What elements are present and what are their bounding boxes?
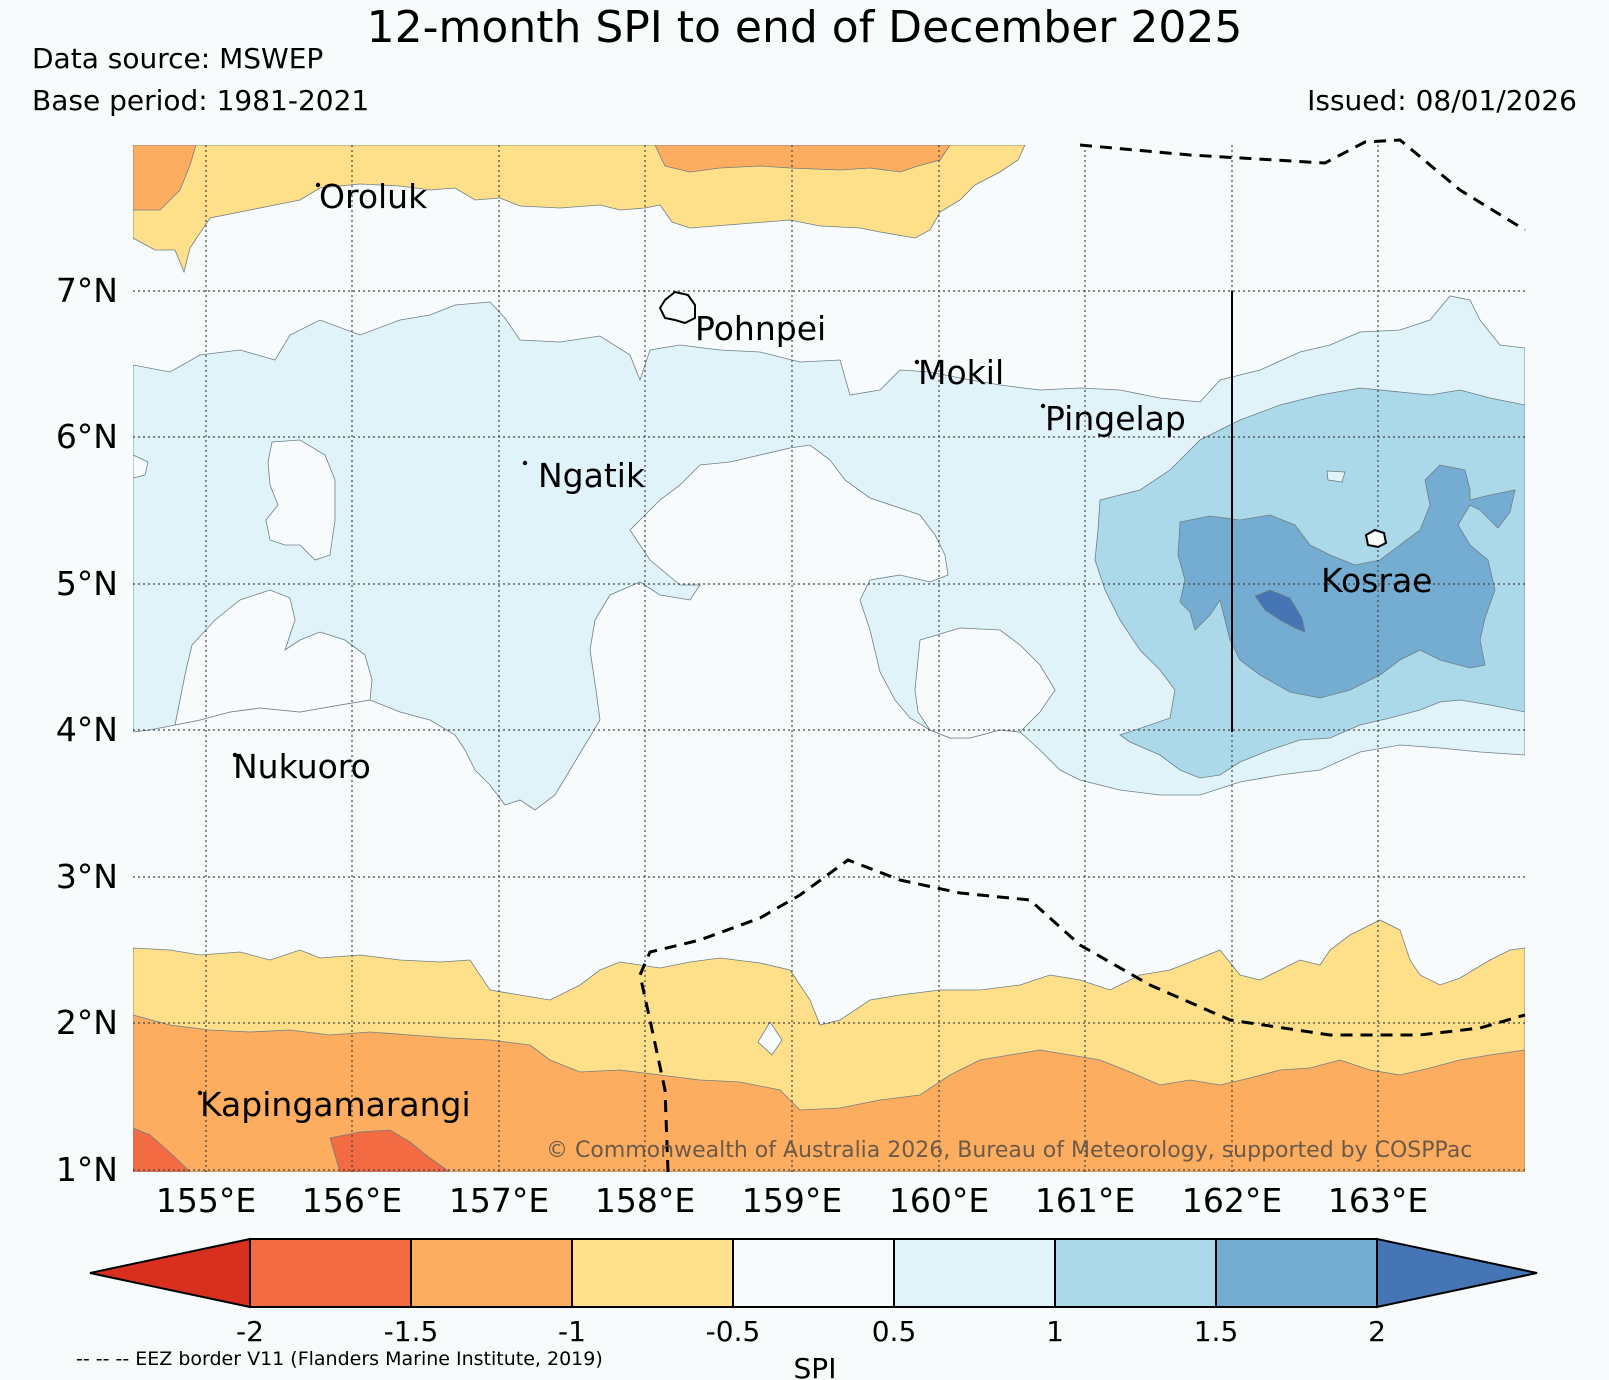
- lat-label-5n: 5°N: [55, 564, 118, 603]
- colorbar-extend-high: [1376, 1237, 1538, 1309]
- spi-dry-patch-north-1: [133, 145, 197, 211]
- lon-label-161e: 161°E: [1034, 1181, 1136, 1220]
- spi-severely-dry-patch-2: [329, 1129, 451, 1172]
- pohnpei-island-outline: [658, 290, 696, 325]
- place-label-ngatik: Ngatik: [538, 456, 646, 495]
- oroluk-marker: [315, 182, 321, 188]
- place-label-kapingamarangi: Kapingamarangi: [200, 1085, 471, 1124]
- colorbar-tick-m1: -1: [558, 1315, 586, 1348]
- lon-label-163e: 163°E: [1327, 1181, 1429, 1220]
- colorbar-tick-05: 0.5: [871, 1315, 917, 1348]
- colorbar-box-6: [1054, 1238, 1217, 1308]
- graticule: [133, 145, 1525, 1172]
- place-label-pingelap: Pingelap: [1045, 399, 1186, 438]
- spi-neutral-patch-center: [914, 627, 1056, 739]
- colorbar-extend-low: [89, 1237, 251, 1309]
- spi-moderately-dry-band: [133, 1014, 1525, 1172]
- lon-label-156e: 156°E: [301, 1181, 403, 1220]
- colorbar-box-3: [571, 1238, 734, 1308]
- lat-label-4n: 4°N: [55, 710, 118, 749]
- colorbar: [89, 1237, 1538, 1309]
- colorbar-tick-m2: -2: [236, 1315, 264, 1348]
- colorbar-box-7: [1215, 1238, 1378, 1308]
- kapingamarangi-marker: [197, 1090, 203, 1096]
- data-source-label: Data source: MSWEP: [32, 42, 324, 75]
- eez-border-north: [1079, 138, 1526, 232]
- lat-label-2n: 2°N: [55, 1003, 118, 1042]
- colorbar-tick-1: 1: [1046, 1315, 1064, 1348]
- colorbar-box-1: [249, 1238, 412, 1308]
- spi-extremely-wet-region: [1254, 589, 1306, 633]
- kosrae-island-outline: [1364, 528, 1388, 549]
- pingelap-marker: [1040, 403, 1046, 409]
- spi-neutral-islet-south: [757, 1021, 783, 1056]
- place-label-pohnpei: Pohnpei: [695, 309, 827, 348]
- page-title: 12-month SPI to end of December 2025: [366, 2, 1243, 53]
- copyright-notice: © Commonwealth of Australia 2026, Bureau…: [546, 1138, 1473, 1163]
- colorbar-box-4: [732, 1238, 895, 1308]
- place-label-oroluk: Oroluk: [319, 177, 428, 216]
- place-label-mokil: Mokil: [918, 353, 1005, 392]
- colorbar-tick-15: 1.5: [1193, 1315, 1239, 1348]
- spi-neutral-hole-1: [265, 439, 336, 561]
- mokil-marker: [914, 359, 920, 365]
- spi-neutral-hole-2: [133, 454, 149, 479]
- spi-dry-band-north: [133, 145, 1026, 274]
- lat-label-7n: 7°N: [55, 271, 118, 310]
- lat-label-6n: 6°N: [55, 417, 118, 456]
- colorbar-tick-2: 2: [1368, 1315, 1386, 1348]
- lon-label-162e: 162°E: [1181, 1181, 1283, 1220]
- spi-neutral-hole-3: [174, 589, 373, 726]
- place-label-nukuoro: Nukuoro: [233, 747, 371, 786]
- spi-field: [133, 145, 1525, 1172]
- issued-date-label: Issued: 08/01/2026: [1307, 84, 1577, 117]
- nukuoro-marker: [232, 752, 238, 758]
- spi-very-wet-region: [1177, 464, 1516, 699]
- base-period-label: Base period: 1981-2021: [32, 84, 370, 117]
- spi-dry-patch-north-2: [654, 145, 951, 173]
- lat-label-1n: 1°N: [55, 1150, 118, 1189]
- lon-label-160e: 160°E: [888, 1181, 990, 1220]
- lon-label-157e: 157°E: [448, 1181, 550, 1220]
- eez-borders: [638, 138, 1526, 1173]
- lon-label-155e: 155°E: [155, 1181, 257, 1220]
- colorbar-label: SPI: [793, 1352, 837, 1380]
- lon-label-158e: 158°E: [594, 1181, 696, 1220]
- colorbar-tick-m15: -1.5: [383, 1315, 439, 1348]
- colorbar-tick-m05: -0.5: [705, 1315, 761, 1348]
- ngatik-marker: [522, 460, 528, 466]
- spi-neutral-islet-1: [1326, 470, 1346, 483]
- colorbar-box-5: [893, 1238, 1056, 1308]
- lat-label-3n: 3°N: [55, 857, 118, 896]
- eez-legend-note: -- -- -- EEZ border V11 (Flanders Marine…: [76, 1348, 603, 1370]
- spi-severely-dry-patch-1: [133, 1127, 191, 1172]
- island-outlines: [197, 182, 1388, 1096]
- place-label-kosrae: Kosrae: [1321, 561, 1433, 600]
- eez-border-south: [638, 858, 1526, 1173]
- colorbar-box-2: [410, 1238, 573, 1308]
- lon-label-159e: 159°E: [741, 1181, 843, 1220]
